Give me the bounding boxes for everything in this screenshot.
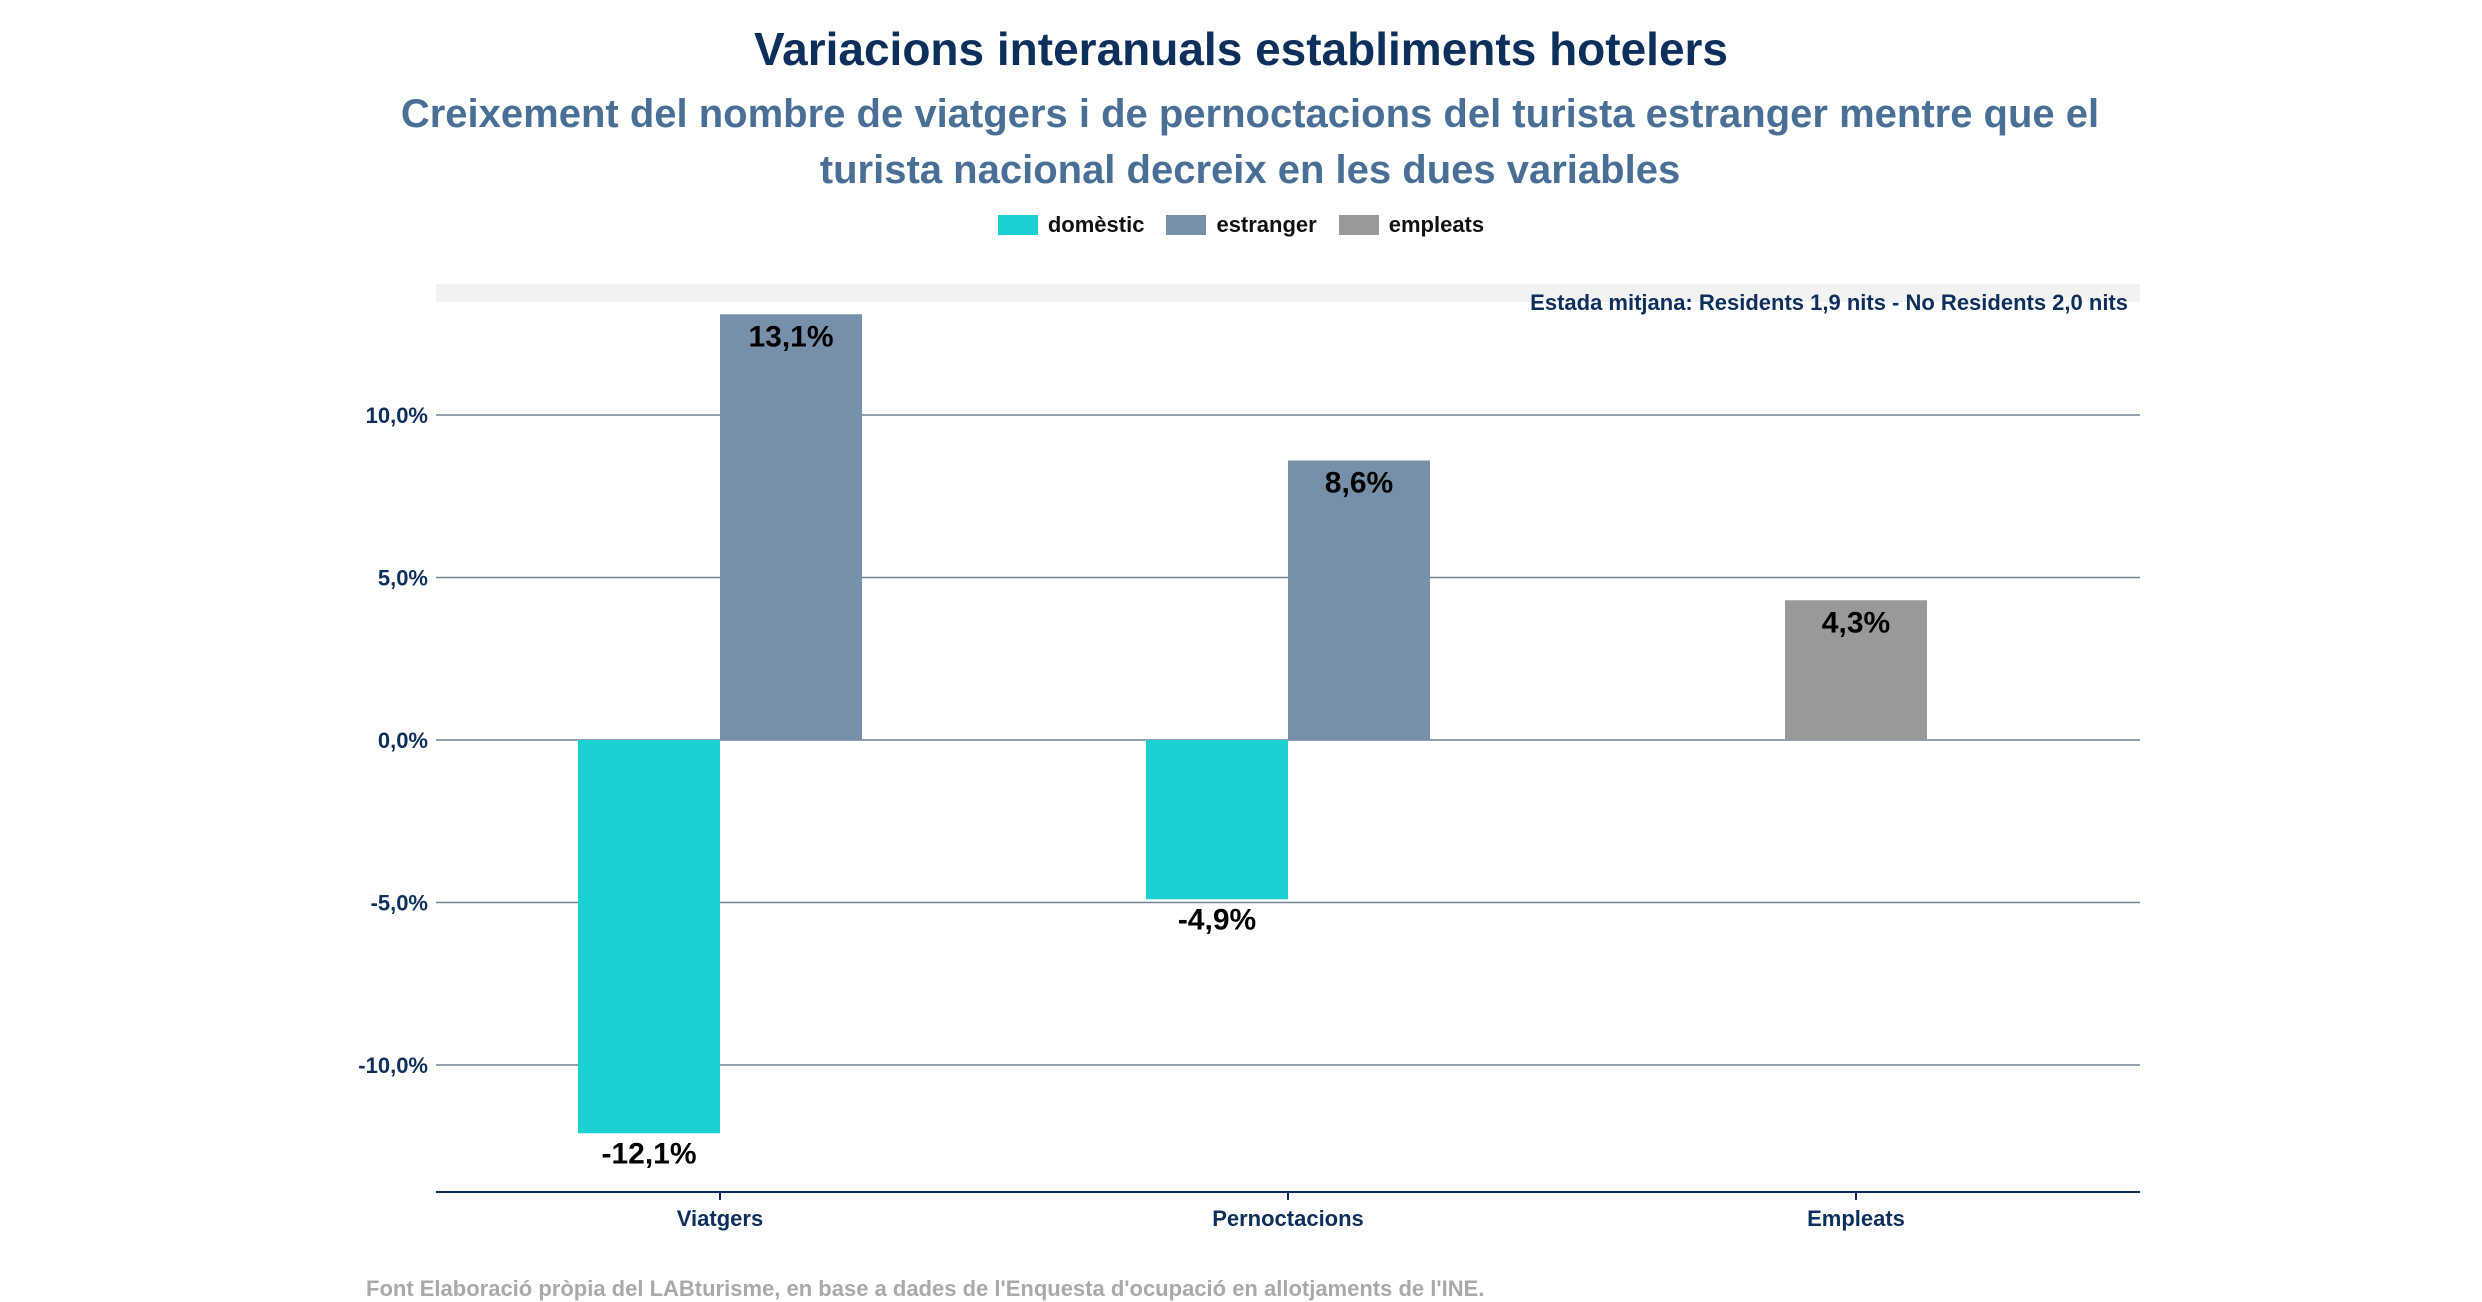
legend-item-estranger[interactable]: estranger — [1166, 212, 1317, 238]
x-axis: Viatgers Pernoctacions Empleats — [436, 1191, 2140, 1231]
legend-swatch-estranger — [1166, 215, 1207, 235]
data-label: -4,9% — [1178, 903, 1256, 936]
y-tick-label: -5,0% — [371, 891, 428, 916]
legend-label-empleats: empleats — [1388, 212, 1485, 237]
x-tick-label: Empleats — [1807, 1206, 1905, 1231]
legend-swatch-domestic — [997, 215, 1038, 235]
y-tick-label: 5,0% — [378, 566, 428, 591]
bar-estranger-pernoctacions[interactable] — [1288, 460, 1430, 741]
y-tick-label: 0,0% — [378, 728, 428, 753]
data-label: 13,1% — [748, 320, 833, 353]
x-tick-label: Pernoctacions — [1212, 1206, 1364, 1231]
bars: -12,1% 13,1% -4,9% 8,6% 4,3% — [578, 314, 1927, 1170]
legend-label-estranger: estranger — [1216, 212, 1317, 237]
chart-subtitle: Creixement del nombre de viatgers i de p… — [400, 92, 2100, 192]
legend-item-empleats[interactable]: empleats — [1338, 212, 1485, 238]
chart-title: Variacions interanuals establiments hote… — [753, 23, 1729, 75]
bar-empleats-empleats[interactable] — [1785, 600, 1927, 740]
source-note: Font Elaboració pròpia del LABturisme, e… — [366, 1276, 1485, 1301]
data-label: -12,1% — [601, 1137, 696, 1170]
legend: domèstic estranger empleats — [0, 212, 2482, 238]
bar-domestic-viatgers[interactable] — [578, 740, 720, 1134]
y-tick-label: 10,0% — [366, 403, 428, 428]
legend-swatch-empleats — [1338, 215, 1379, 235]
y-tick-label: -10,0% — [358, 1053, 428, 1078]
legend-item-domestic[interactable]: domèstic — [997, 212, 1145, 238]
bar-estranger-viatgers[interactable] — [720, 314, 862, 740]
data-label: 8,6% — [1325, 467, 1393, 500]
data-label: 4,3% — [1822, 606, 1890, 639]
annotation-band — [436, 284, 2140, 302]
bar-domestic-pernoctacions[interactable] — [1146, 740, 1288, 900]
stay-annotation: Estada mitjana: Residents 1,9 nits - No … — [1530, 290, 2128, 315]
x-tick-label: Viatgers — [677, 1206, 763, 1231]
legend-label-domestic: domèstic — [1047, 212, 1145, 237]
